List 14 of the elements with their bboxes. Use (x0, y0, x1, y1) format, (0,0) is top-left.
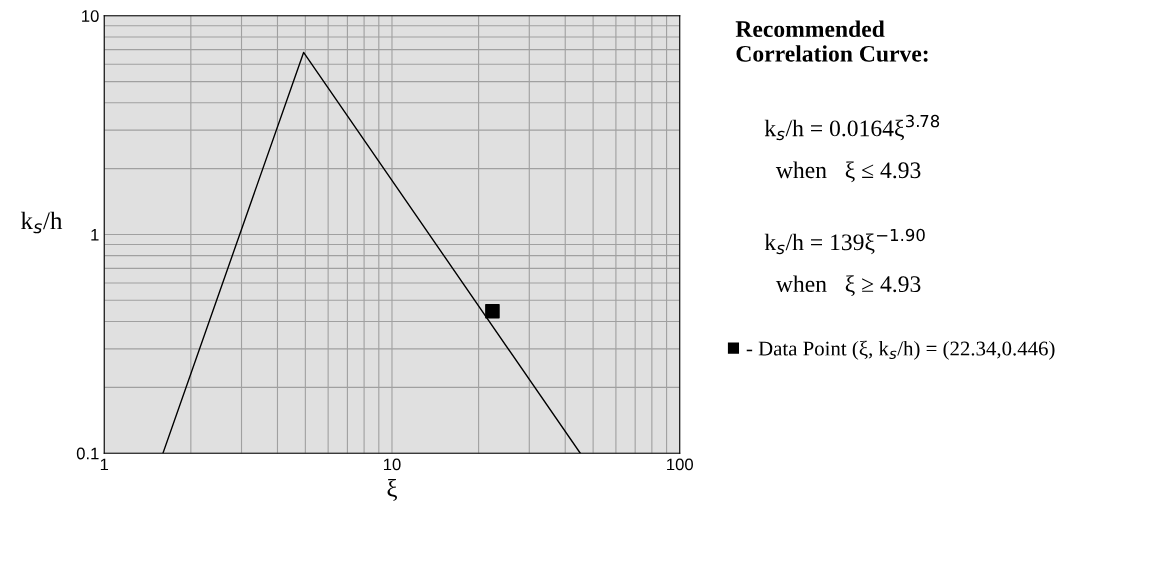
text: when ξ ≥ 4.93 (775, 275, 921, 297)
text: k$_{s}$/h = 0.0164ξ$^{3.78}$ (764, 114, 940, 141)
x-tick-label: 10 (383, 458, 401, 471)
text: when ξ ≤ 4.93 (775, 161, 921, 183)
y-tick-label: 10 (82, 10, 99, 22)
x-tick-label: 1 (100, 458, 109, 471)
y-tick-label: 0.1 (76, 447, 99, 460)
x-axis-title: ξ (387, 479, 397, 501)
text: Recommended Correlation Curve: (735, 20, 928, 62)
y-axis-title: k$_{s}$/h (20, 211, 63, 234)
legend-label: - Data Point (ξ, k$_{s}$/h) = (22.34,0.446) (746, 340, 1055, 360)
text: k$_{s}$/h = 139ξ$^{−1.90}$ (764, 228, 925, 255)
y-tick-label: 1 (91, 229, 99, 241)
x-tick-label: 100 (667, 458, 693, 471)
